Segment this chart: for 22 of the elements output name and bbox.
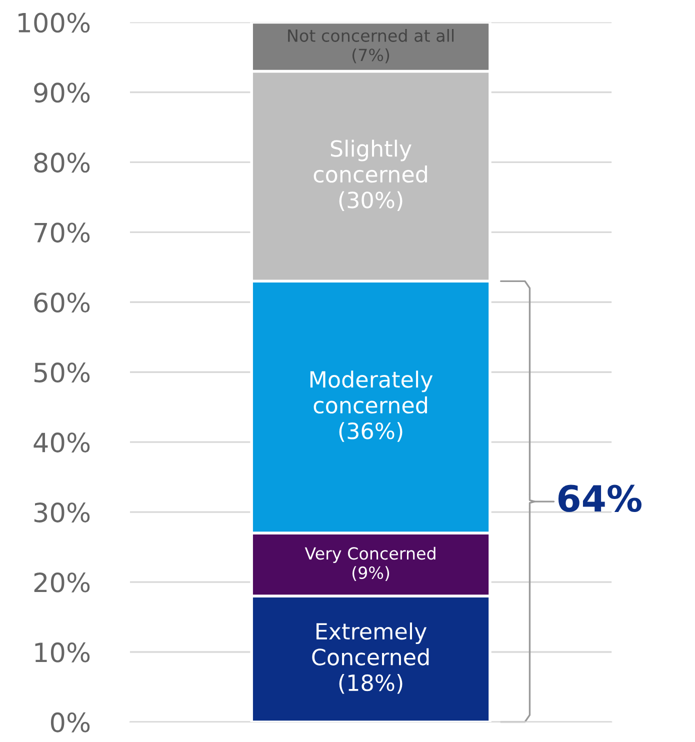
data-label: (30%) <box>339 191 402 211</box>
y-tick-label: 40% <box>34 432 90 452</box>
y-tick-label: 90% <box>34 82 90 103</box>
y-tick-label: 20% <box>34 572 90 592</box>
y-tick-label: 60% <box>34 292 90 313</box>
series-label: Not concerned at all <box>288 29 454 42</box>
data-label: (18%) <box>339 674 402 694</box>
annotation: 64% <box>558 484 642 512</box>
y-tick-label: 10% <box>35 642 90 662</box>
series-label: Moderately concerned <box>310 370 433 414</box>
data-label: (9%) <box>352 566 390 581</box>
data-label: (7%) <box>352 48 390 64</box>
y-tick-label: 70% <box>34 222 90 243</box>
data-label: (36%) <box>339 422 402 442</box>
series-label: Extremely Concerned <box>312 622 429 666</box>
y-tick-label: 100% <box>18 12 90 33</box>
y-tick-label: 0% <box>50 712 90 732</box>
series-label: Very Concerned <box>304 546 436 563</box>
y-tick-label: 80% <box>34 152 90 173</box>
y-tick-label: 50% <box>34 362 90 383</box>
y-tick-label: 30% <box>34 502 90 522</box>
series-label: Slightly concerned <box>314 140 427 183</box>
